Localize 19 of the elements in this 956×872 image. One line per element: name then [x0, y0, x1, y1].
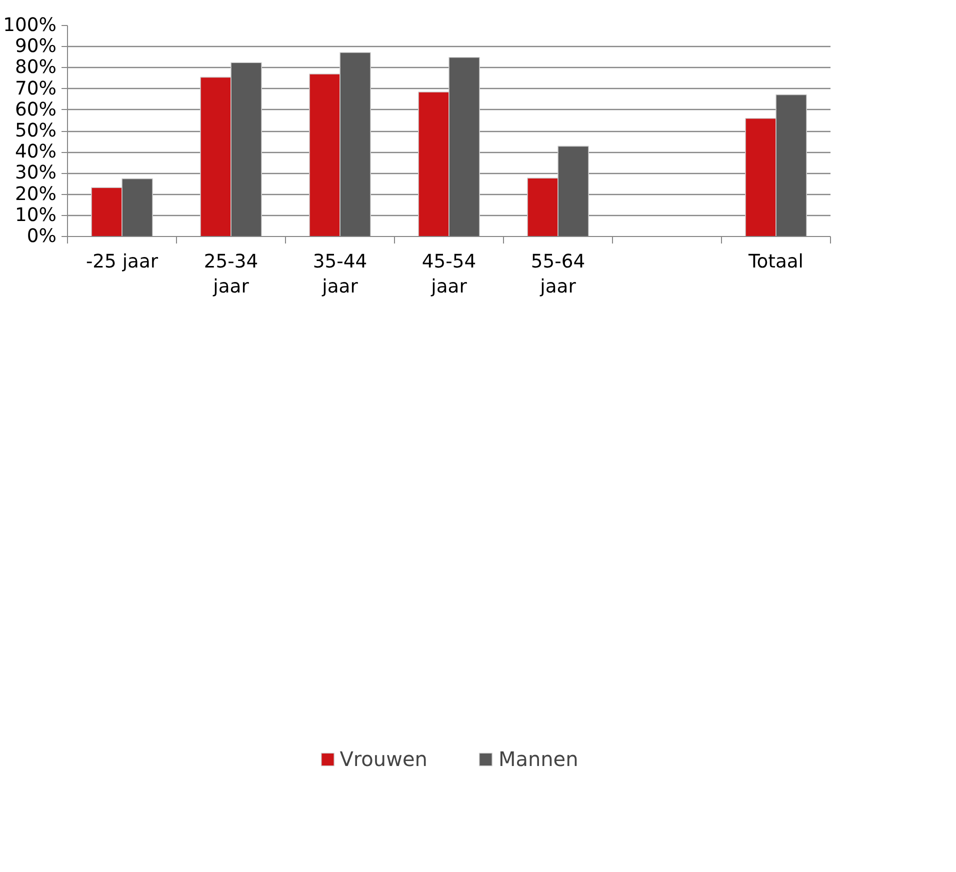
y-tick-label: 80%	[15, 57, 56, 78]
y-tick-label: 60%	[15, 99, 56, 120]
y-tick-label: 50%	[15, 120, 56, 142]
y-tick-label: 30%	[15, 162, 56, 184]
y-tick-label: 20%	[15, 184, 56, 205]
y-tick-label: 40%	[15, 142, 56, 163]
legend-label: Vrouwen	[340, 746, 428, 771]
x-tick-label: -25 jaar	[86, 252, 158, 272]
y-tick-label: 90%	[15, 36, 56, 58]
y-tick-label: 10%	[15, 204, 56, 226]
x-tick-label: 25-34 jaar	[204, 252, 258, 298]
x-tick-label: 45-54 jaar	[422, 252, 476, 298]
y-tick-label: 0%	[26, 226, 57, 247]
x-tick-label: Totaal	[748, 252, 804, 272]
x-tick-label: 35-44 jaar	[312, 252, 368, 298]
y-tick-label: 100%	[3, 15, 57, 36]
legend-label: Mannen	[498, 746, 578, 771]
x-tick-label: 55-64 jaar	[530, 252, 586, 298]
y-tick-label: 70%	[15, 78, 56, 100]
